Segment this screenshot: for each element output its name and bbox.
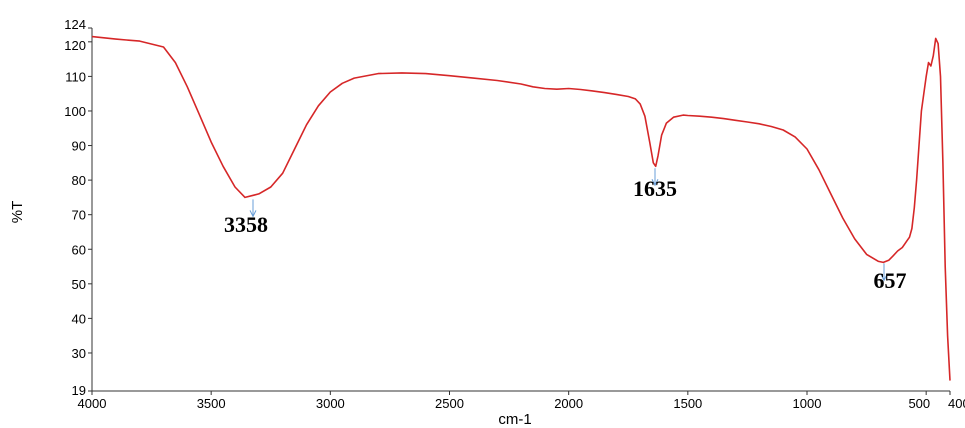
peak-arrow-head (880, 274, 888, 282)
y-tick-label: 30 (72, 346, 86, 361)
y-tick-label: 110 (65, 69, 86, 84)
y-axis-ticks: 19 30 40 50 60 70 80 90 100 110 120 124 (64, 17, 92, 398)
x-tick-label: 4000 (78, 396, 107, 411)
y-tick-label: 80 (72, 173, 86, 188)
y-tick-label: 40 (72, 311, 86, 326)
x-tick-label: 400 (948, 396, 965, 411)
y-tick-label: 50 (72, 277, 86, 292)
x-tick-label: 2500 (435, 396, 464, 411)
y-tick-label: 124 (64, 17, 86, 32)
y-axis-label: %T (9, 201, 26, 224)
x-axis-label: cm-1 (498, 411, 531, 428)
x-tick-label: 1500 (673, 396, 702, 411)
peak-label: 3358 (224, 212, 268, 237)
x-axis-ticks: 4000 3500 3000 2500 2000 1500 1000 500 400 (78, 391, 965, 411)
peak-label: 1635 (633, 176, 677, 201)
peak-annotations: 3358 1635 657 (224, 168, 907, 293)
peak-arrow-head (651, 179, 659, 187)
x-tick-label: 1000 (793, 396, 822, 411)
x-tick-label: 3500 (197, 396, 226, 411)
peak-arrow-head (249, 210, 257, 218)
peak-label: 657 (874, 268, 907, 293)
y-tick-label: 60 (72, 242, 86, 257)
axes (91, 28, 950, 392)
y-tick-label: 19 (72, 383, 86, 398)
x-tick-label: 2000 (554, 396, 583, 411)
series-group (91, 35, 951, 381)
spectrum-line (91, 35, 951, 381)
y-tick-label: 70 (72, 208, 86, 223)
y-tick-label: 120 (64, 38, 86, 53)
y-tick-label: 100 (64, 104, 86, 119)
x-tick-label: 3000 (316, 396, 345, 411)
y-tick-label: 90 (72, 139, 86, 154)
x-tick-label: 500 (908, 396, 930, 411)
